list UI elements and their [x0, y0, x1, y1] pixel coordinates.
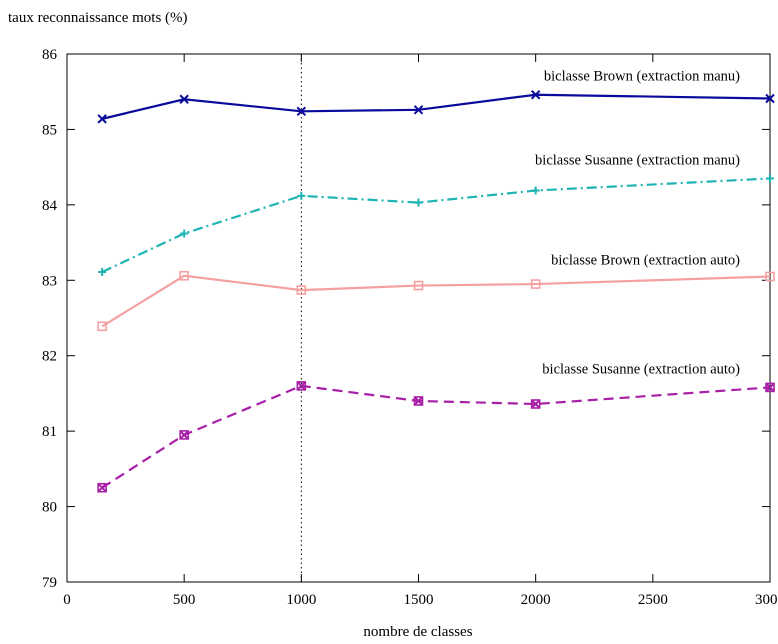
- series-label: biclasse Susanne (extraction manu): [535, 152, 740, 168]
- y-tick-label: 80: [42, 500, 57, 516]
- data-point: [413, 280, 424, 291]
- data-point: [765, 271, 775, 282]
- data-point: [97, 321, 107, 332]
- data-point: [296, 285, 307, 295]
- y-tick-label: 85: [42, 122, 57, 138]
- series-line: [101, 384, 771, 489]
- y-tick-label: 84: [42, 198, 58, 214]
- data-point: [179, 94, 189, 104]
- data-point: [765, 382, 775, 393]
- series-line: [101, 274, 771, 328]
- data-point: [413, 396, 424, 406]
- data-point: [530, 90, 541, 100]
- series-label: biclasse Brown (extraction manu): [544, 69, 740, 85]
- y-axis-label: taux reconnaissance mots (%): [8, 10, 188, 26]
- plot-frame: [66, 53, 771, 583]
- data-point: [97, 482, 107, 493]
- data-point: [179, 430, 189, 440]
- x-tick-label: 3000: [755, 592, 778, 608]
- data-point: [766, 174, 774, 183]
- data-point: [179, 270, 189, 281]
- x-tick-label: 2500: [638, 592, 668, 608]
- x-tick-label: 500: [173, 592, 196, 608]
- data-point: [180, 229, 189, 238]
- data-point: [530, 279, 541, 289]
- y-tick-label: 81: [42, 424, 57, 440]
- x-tick-label: 2000: [521, 592, 551, 608]
- series-line: [101, 177, 771, 273]
- x-tick-label: 0: [63, 592, 71, 608]
- data-point: [296, 381, 307, 391]
- plot-area: 0 500 1000 1500 2000 2500 3000 79 80 81 82 83 84 85 86…: [42, 47, 778, 608]
- data-point: [531, 186, 540, 195]
- series-label: biclasse Susanne (extraction auto): [542, 361, 740, 377]
- data-point: [530, 399, 541, 409]
- data-point: [414, 198, 423, 207]
- y-tick-label: 83: [42, 273, 57, 289]
- data-point: [97, 114, 107, 124]
- data-point: [296, 106, 307, 117]
- data-point: [413, 105, 424, 115]
- x-tick-label: 1000: [286, 592, 316, 608]
- data-point: [98, 267, 107, 276]
- y-tick-label: 82: [42, 349, 57, 365]
- series-line: [101, 93, 771, 120]
- y-tick-label: 86: [42, 47, 58, 63]
- x-axis-label: nombre de classes: [363, 624, 472, 640]
- series-label: biclasse Brown (extraction auto): [551, 253, 740, 269]
- data-point: [765, 93, 775, 104]
- x-tick-label: 1500: [404, 592, 434, 608]
- data-point: [297, 191, 306, 200]
- y-tick-label: 79: [42, 575, 57, 591]
